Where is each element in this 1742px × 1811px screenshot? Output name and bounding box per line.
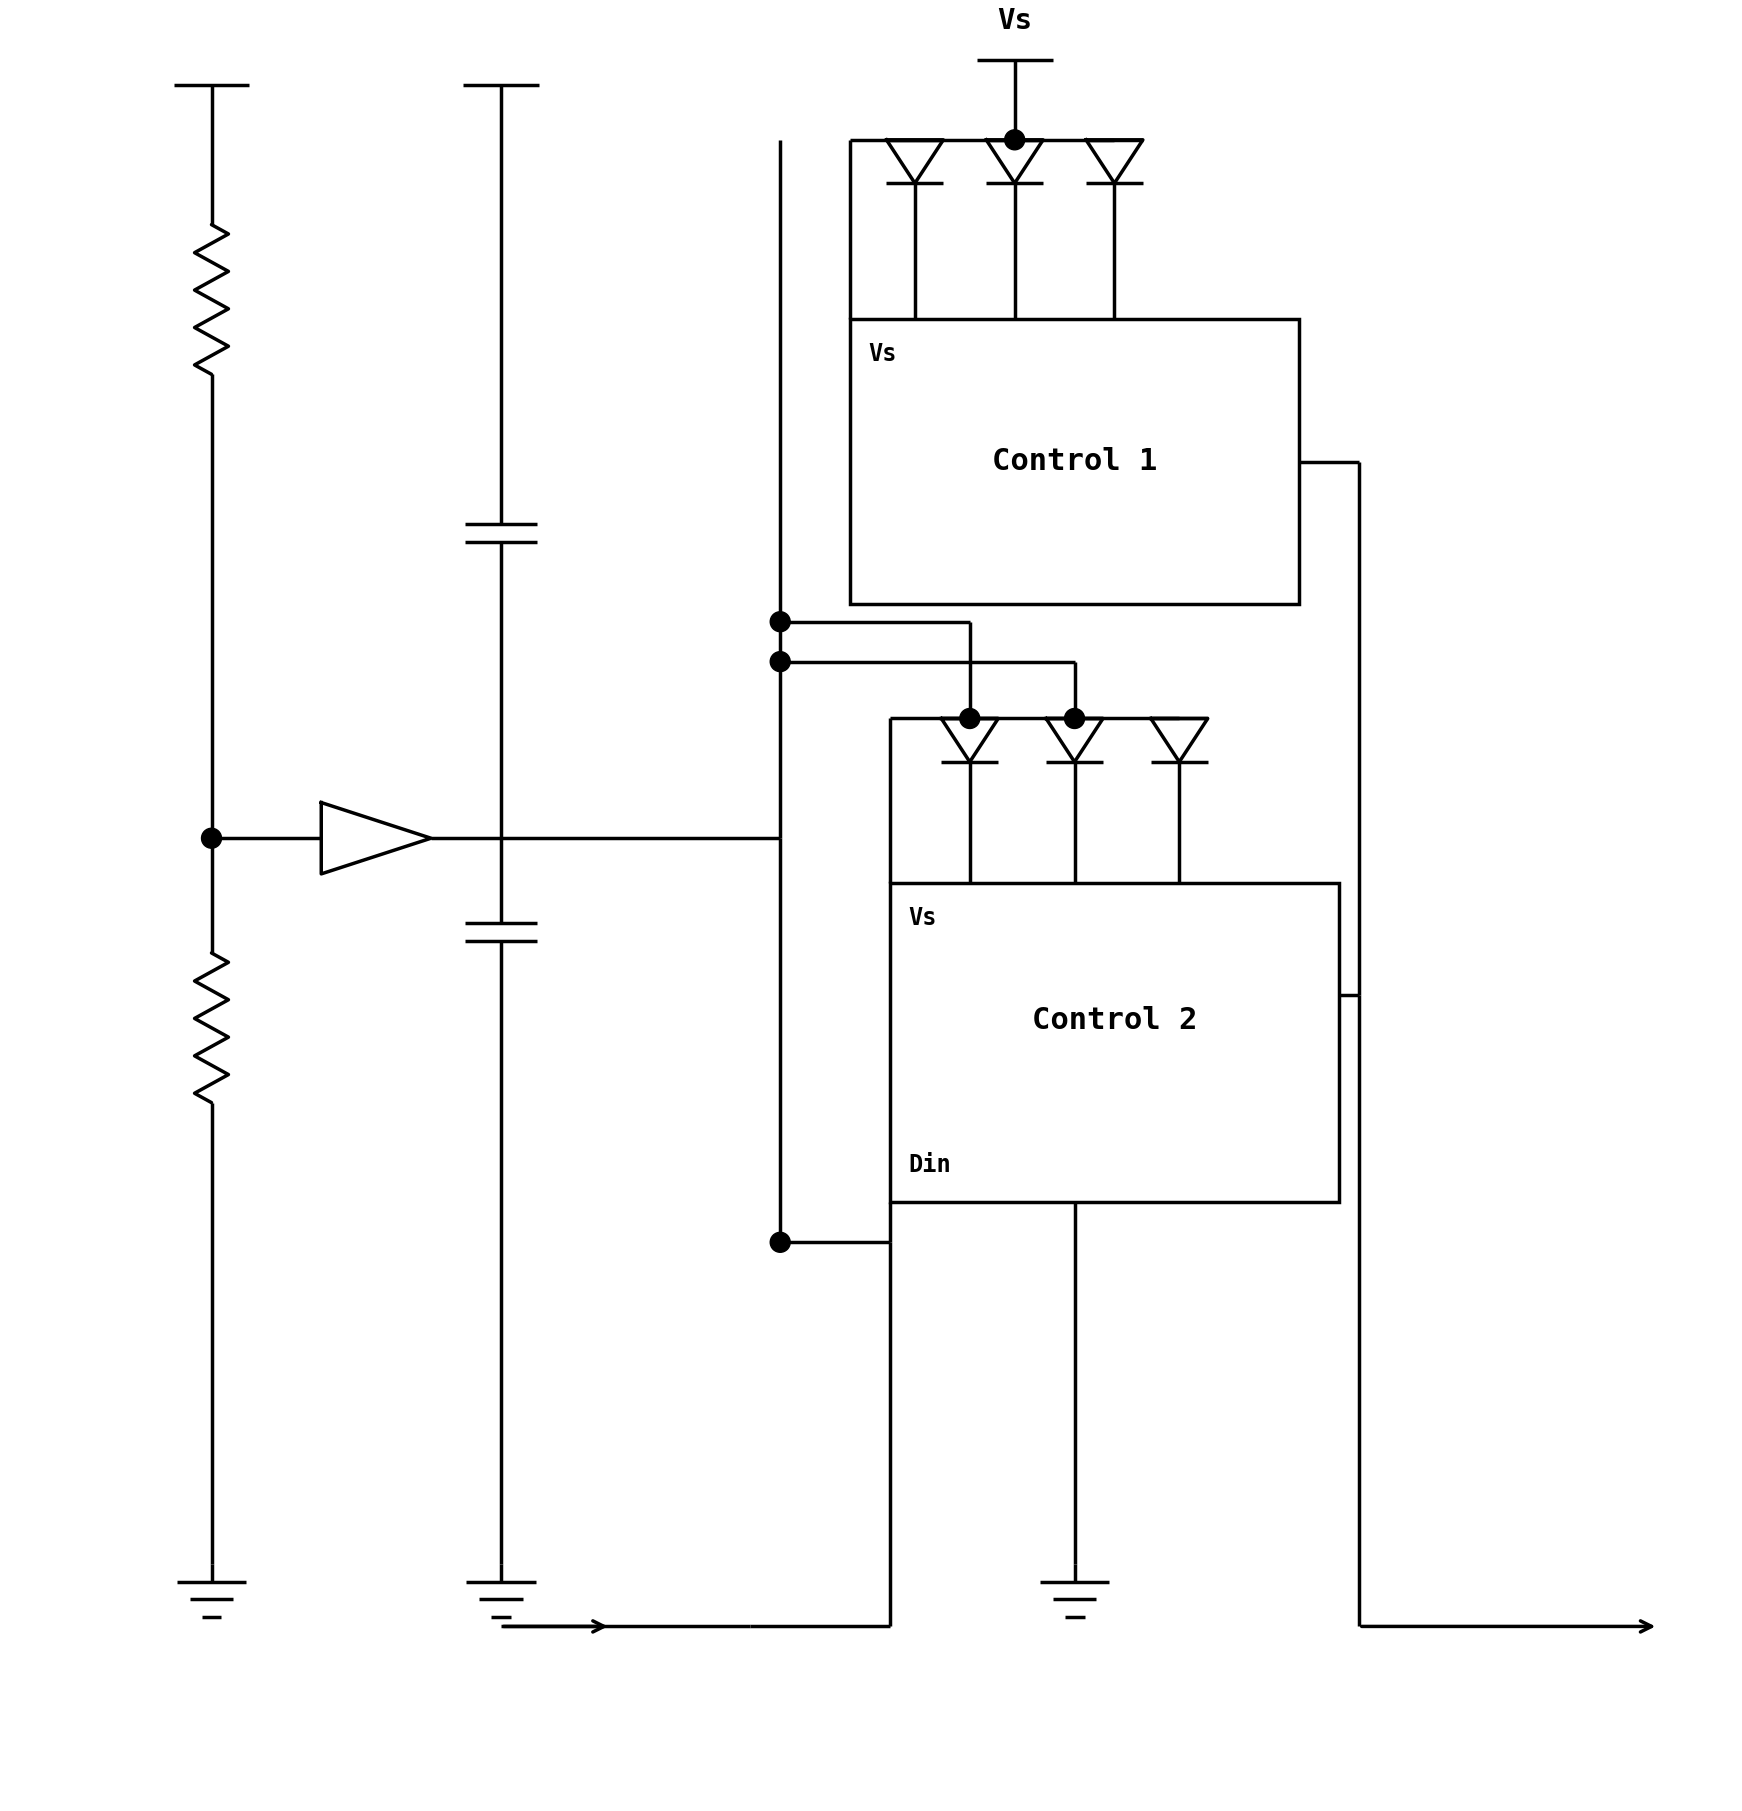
- Text: Vs: Vs: [908, 906, 937, 931]
- Circle shape: [770, 612, 791, 632]
- Circle shape: [770, 652, 791, 672]
- Text: Control 1: Control 1: [991, 447, 1157, 476]
- Text: Vs: Vs: [996, 7, 1033, 34]
- Circle shape: [202, 828, 221, 848]
- Bar: [890, 884, 1340, 1203]
- Text: Control 2: Control 2: [1031, 1007, 1197, 1036]
- Circle shape: [1005, 130, 1024, 150]
- Bar: [850, 319, 1300, 603]
- Circle shape: [1064, 708, 1085, 728]
- Circle shape: [960, 708, 979, 728]
- Text: Vs: Vs: [868, 342, 897, 366]
- Circle shape: [770, 1231, 791, 1251]
- Text: Din: Din: [908, 1154, 951, 1177]
